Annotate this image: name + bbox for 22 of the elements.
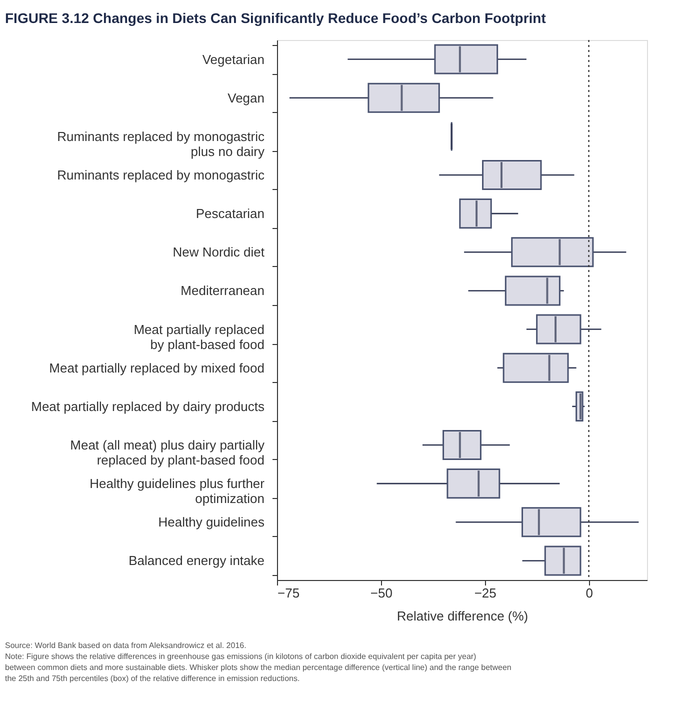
chart-title: FIGURE 3.12 Changes in Diets Can Significantly Reduce Food’s Carbon Footprint <box>5 10 546 26</box>
y-tick-label: New Nordic diet <box>172 244 265 260</box>
y-tick-label: Meat partially replaced by mixed food <box>49 360 264 376</box>
source-note: Source: World Bank based on data from Aleksandrowicz et al. 2016. <box>5 641 246 650</box>
y-tick-label: Vegan <box>228 90 264 106</box>
x-axis-title: Relative difference (%) <box>396 608 528 624</box>
x-tick-label: −50 <box>370 586 392 600</box>
text: Note: Figure shows the relative differences in greenhouse gas emissions (in kilotons of carbon dioxide equivalent per capita per year) between common diets and more sustainable diets. Whisker plots show the median percentage difference (vertical line) and the range between the 25th and 75th percentiles (box) of the relative difference in emission reductions. <box>5 652 512 683</box>
y-tick-label: Mediterranean <box>180 283 264 298</box>
y-tick-label: Meat partially replaced by dairy products <box>31 398 265 414</box>
x-tick-label: −75 <box>278 586 300 600</box>
y-tick-label: Meat partially replaced by plant-based food <box>134 322 264 352</box>
y-tick-label: Pescatarian <box>196 206 264 222</box>
y-tick-label: Ruminants replaced by monogastric plus no dairy <box>57 128 265 159</box>
y-tick-label: Healthy guidelines <box>158 514 265 530</box>
x-tick-label: −25 <box>474 586 496 600</box>
x-tick-label: 0 <box>586 586 593 600</box>
y-tick-label: Ruminants replaced by monogastric <box>57 168 265 182</box>
y-tick-label: Meat (all meat) plus dairy partially replaced by plant-based food <box>70 438 265 468</box>
y-tick-label: Balanced energy intake <box>128 553 264 568</box>
y-tick-label: Vegetarian <box>202 52 264 67</box>
y-tick-label: Healthy guidelines plus further optimization <box>90 476 266 506</box>
